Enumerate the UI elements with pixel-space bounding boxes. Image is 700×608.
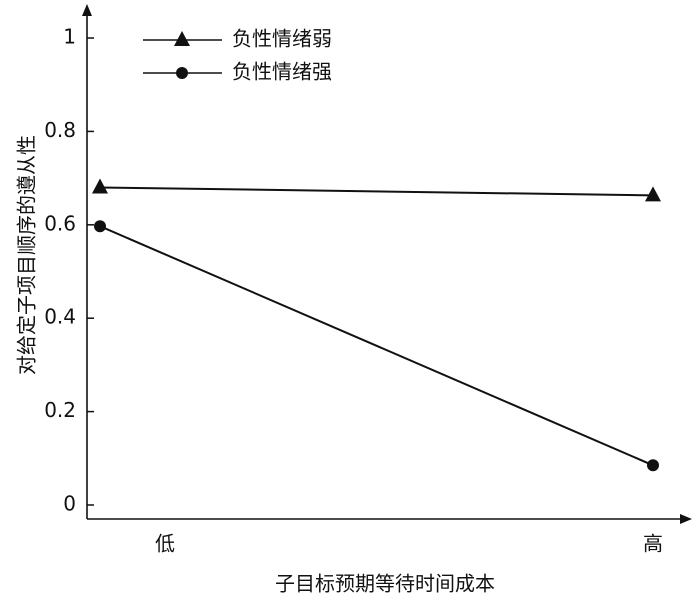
marker [176, 67, 188, 79]
y-tick-label: 0.8 [44, 118, 76, 142]
series-line [99, 225, 654, 467]
y-axis-arrow [82, 4, 92, 16]
marker [92, 178, 108, 194]
y-tick-label: 0.2 [44, 398, 76, 422]
legend-label: 负性情绪强 [232, 60, 332, 84]
legend-label: 负性情绪弱 [232, 27, 332, 51]
marker [645, 186, 661, 202]
y-tick-label: 0.4 [44, 305, 76, 329]
y-tick-label: 0 [63, 491, 76, 515]
x-tick-label: 低 [155, 532, 175, 556]
y-tick-label: 0.6 [44, 211, 76, 235]
marker [647, 459, 659, 472]
marker [94, 220, 106, 233]
y-tick-label: 1 [63, 25, 76, 49]
x-tick-label: 高 [643, 532, 663, 556]
x-axis-label: 子目标预期等待时间成本 [275, 572, 495, 596]
x-axis-arrow [680, 514, 692, 524]
series-line [99, 186, 654, 197]
marker [174, 31, 190, 46]
y-axis-label: 对给定子项目顺序的遵从性 [15, 135, 39, 375]
